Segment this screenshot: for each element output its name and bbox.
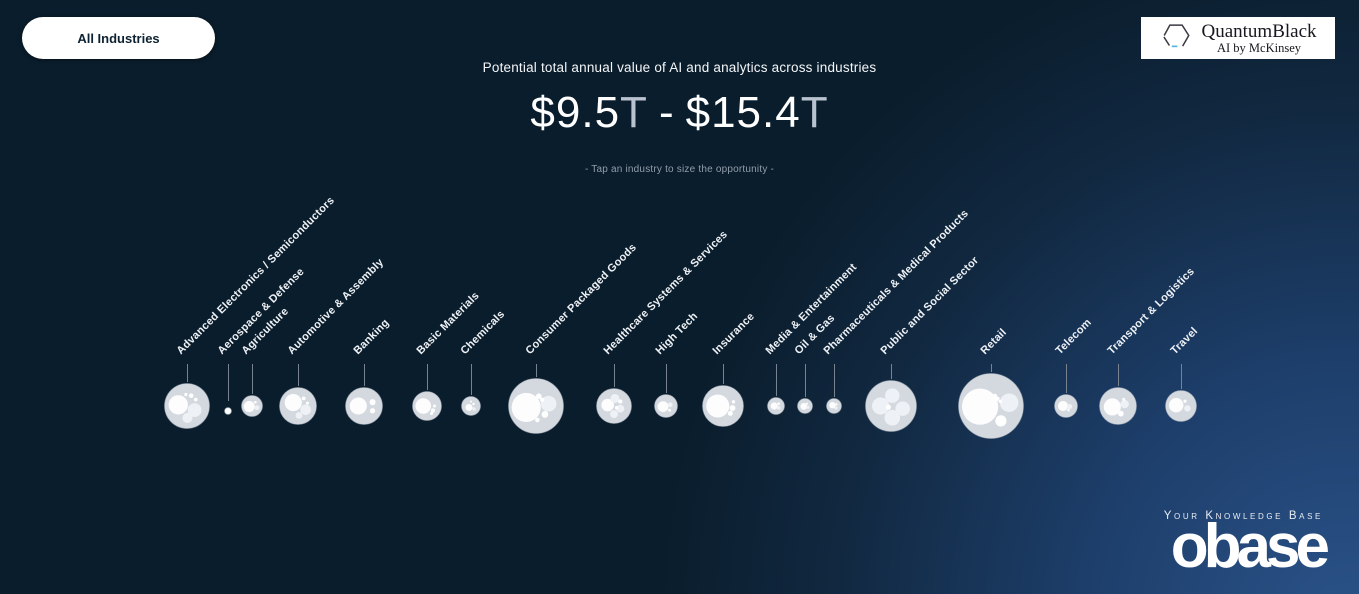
quantumblack-hexagon-icon	[1159, 20, 1193, 56]
industry-bubble[interactable]	[241, 395, 263, 422]
leader-line	[613, 364, 615, 387]
all-industries-button[interactable]: All Industries	[22, 17, 215, 59]
industry-bubble[interactable]	[508, 378, 564, 439]
leader-line	[775, 364, 777, 396]
value-min: $9.5	[530, 88, 621, 137]
quantumblack-logo: QuantumBlack AI by McKinsey	[1141, 17, 1335, 59]
industry-bubble[interactable]	[596, 388, 632, 429]
value-max-unit: T	[800, 88, 829, 137]
industry-label[interactable]: Travel	[1168, 325, 1201, 357]
industry-bubble[interactable]	[1099, 387, 1137, 430]
industry-bubble[interactable]	[279, 387, 317, 430]
leader-line	[1117, 364, 1119, 386]
industry-bubble[interactable]	[1054, 394, 1078, 423]
leader-line	[1180, 364, 1182, 389]
industry-label[interactable]: Chemicals	[458, 308, 508, 357]
quantumblack-subtitle: AI by McKinsey	[1216, 40, 1301, 55]
leader-line	[833, 364, 835, 397]
industry-bubble[interactable]	[345, 387, 383, 430]
leader-line	[251, 364, 253, 394]
leader-line	[297, 364, 299, 386]
industry-label[interactable]: Insurance	[710, 310, 758, 357]
value-min-unit: T	[620, 88, 648, 137]
industry-bubble[interactable]	[412, 391, 442, 426]
page-title: Potential total annual value of AI and a…	[482, 60, 877, 75]
leader-line	[535, 364, 537, 377]
leader-line	[804, 364, 806, 397]
leader-line	[1065, 364, 1067, 393]
industry-label[interactable]: Public and Social Sector	[878, 254, 982, 357]
value-max: $15.4	[685, 88, 801, 137]
value-range: $9.5T - $15.4T	[0, 88, 1359, 137]
tap-hint: - Tap an industry to size the opportunit…	[584, 164, 775, 175]
leader-line	[227, 364, 229, 401]
leader-line	[363, 364, 365, 386]
leader-line	[990, 364, 992, 372]
industry-bubble[interactable]	[767, 397, 785, 420]
industry-bubble[interactable]	[1165, 390, 1197, 427]
leader-line	[186, 364, 188, 382]
industry-bubble[interactable]	[797, 398, 813, 419]
industry-label[interactable]: Retail	[978, 326, 1010, 357]
industry-bubble[interactable]	[826, 398, 842, 419]
obase-logo: Your Knowledge Base obase	[1163, 510, 1330, 581]
leader-line	[722, 364, 724, 384]
quantumblack-wordmark: QuantumBlack	[1201, 20, 1317, 42]
industry-bubble[interactable]	[865, 380, 917, 437]
industry-bubble[interactable]	[958, 373, 1024, 444]
industry-bubble[interactable]	[164, 383, 210, 434]
leader-line	[470, 364, 472, 395]
industry-label[interactable]: Banking	[351, 316, 392, 357]
industry-label[interactable]: Telecom	[1053, 316, 1094, 357]
leader-line	[665, 364, 667, 393]
obase-wordmark: obase	[1170, 512, 1330, 581]
obase-tagline: Your Knowledge Base	[1163, 510, 1323, 522]
industry-bubble[interactable]	[224, 402, 232, 420]
leader-line	[890, 364, 892, 379]
industry-bubble[interactable]	[461, 396, 481, 421]
industry-label[interactable]: High Tech	[653, 310, 701, 357]
value-separator: -	[658, 88, 675, 137]
leader-line	[426, 364, 428, 390]
industry-bubble[interactable]	[702, 385, 744, 432]
industry-bubble[interactable]	[654, 394, 678, 423]
